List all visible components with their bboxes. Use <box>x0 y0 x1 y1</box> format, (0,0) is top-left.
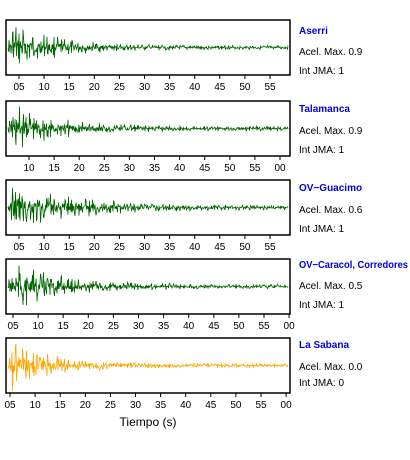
tick-label: 35 <box>164 82 176 93</box>
tick-label: 35 <box>164 242 176 253</box>
jma-intensity: Int JMA: 0 <box>299 378 344 389</box>
tick-label: 50 <box>224 163 236 174</box>
tick-label: 55 <box>264 82 276 93</box>
tick-label: 05 <box>13 242 25 253</box>
tick-label: 05 <box>7 321 19 332</box>
station-name: OV−Caracol, Corredores <box>299 260 408 271</box>
tick-label: 00 <box>284 321 296 332</box>
tick-label: 10 <box>39 242 51 253</box>
tick-label: 10 <box>23 163 35 174</box>
max-acceleration: Acel. Max. 0.5 <box>299 281 363 292</box>
tick-label: 50 <box>233 321 245 332</box>
tick-label: 20 <box>74 163 86 174</box>
plot-frame <box>5 19 291 76</box>
tick-label: 30 <box>139 82 151 93</box>
x-axis-label: Tiempo (s) <box>120 415 177 429</box>
waveform-trace <box>7 343 289 392</box>
tick-label: 00 <box>274 163 286 174</box>
x-ticks: 10 15 20 25 30 35 40 45 50 55 00 <box>23 156 286 174</box>
station-name: Talamanca <box>299 104 350 115</box>
tick-label: 25 <box>114 242 126 253</box>
tick-label: 30 <box>130 400 142 411</box>
x-ticks: 05 10 15 20 25 30 35 40 45 50 55 <box>13 235 276 253</box>
tick-label: 10 <box>39 82 51 93</box>
station-name: Aserri <box>299 26 328 37</box>
panel-aserri: 05 10 15 20 25 30 35 40 45 50 55 Aserri Acel. Max.… <box>5 19 363 93</box>
tick-label: 35 <box>158 321 170 332</box>
tick-label: 15 <box>64 82 76 93</box>
waveform-trace <box>7 27 289 64</box>
tick-label: 10 <box>30 400 42 411</box>
tick-label: 20 <box>80 400 92 411</box>
max-acceleration: Acel. Max. 0.0 <box>299 362 363 373</box>
tick-label: 05 <box>13 82 25 93</box>
tick-label: 45 <box>208 321 220 332</box>
station-name: La Sabana <box>299 340 349 351</box>
tick-label: 20 <box>83 321 95 332</box>
tick-label: 40 <box>189 242 201 253</box>
tick-label: 55 <box>258 321 270 332</box>
panel-ov-caracol-corredores: 05 10 15 20 25 30 35 40 45 50 55 00 OV−Caracol, Cor… <box>5 258 408 332</box>
panel-la-sabana: 05 10 15 20 25 30 35 40 45 50 55 00 La Sabana Acel.… <box>4 337 363 411</box>
waveform-trace <box>7 187 289 224</box>
tick-label: 50 <box>230 400 242 411</box>
tick-label: 30 <box>139 242 151 253</box>
tick-label: 45 <box>205 400 217 411</box>
tick-label: 35 <box>149 163 161 174</box>
tick-label: 45 <box>199 163 211 174</box>
plot-frame <box>5 179 291 236</box>
x-ticks: 05 10 15 20 25 30 35 40 45 50 55 00 <box>7 314 295 332</box>
max-acceleration: Acel. Max. 0.6 <box>299 205 363 216</box>
jma-intensity: Int JMA: 1 <box>299 300 344 311</box>
plot-frame <box>5 100 291 157</box>
tick-label: 45 <box>214 82 226 93</box>
tick-label: 40 <box>180 400 192 411</box>
tick-label: 25 <box>108 321 120 332</box>
jma-intensity: Int JMA: 1 <box>299 66 344 77</box>
tick-label: 40 <box>183 321 195 332</box>
panel-ov-guacimo: 05 10 15 20 25 30 35 40 45 50 55 OV−Guacimo Acel. … <box>5 179 363 253</box>
tick-label: 00 <box>281 400 293 411</box>
plot-frame <box>5 258 291 315</box>
tick-label: 55 <box>264 242 276 253</box>
tick-label: 15 <box>55 400 67 411</box>
tick-label: 30 <box>133 321 145 332</box>
panel-talamanca: 10 15 20 25 30 35 40 45 50 55 00 Talamanca Acel. M… <box>5 100 363 174</box>
tick-label: 50 <box>239 242 251 253</box>
tick-label: 05 <box>4 400 16 411</box>
tick-label: 25 <box>105 400 117 411</box>
tick-label: 20 <box>89 242 101 253</box>
tick-label: 15 <box>49 163 61 174</box>
plot-frame <box>5 337 291 394</box>
station-name: OV−Guacimo <box>299 183 362 194</box>
tick-label: 40 <box>189 82 201 93</box>
tick-label: 55 <box>249 163 261 174</box>
tick-label: 25 <box>114 82 126 93</box>
jma-intensity: Int JMA: 1 <box>299 145 344 156</box>
waveform-trace <box>7 265 289 306</box>
x-ticks: 05 10 15 20 25 30 35 40 45 50 55 00 <box>4 393 292 411</box>
tick-label: 15 <box>58 321 70 332</box>
max-acceleration: Acel. Max. 0.9 <box>299 126 363 137</box>
tick-label: 55 <box>255 400 267 411</box>
tick-label: 30 <box>124 163 136 174</box>
tick-label: 45 <box>214 242 226 253</box>
waveform-trace <box>7 106 289 148</box>
tick-label: 10 <box>33 321 45 332</box>
tick-label: 40 <box>174 163 186 174</box>
x-ticks: 05 10 15 20 25 30 35 40 45 50 55 <box>13 75 276 93</box>
jma-intensity: Int JMA: 1 <box>299 224 344 235</box>
tick-label: 50 <box>239 82 251 93</box>
tick-label: 20 <box>89 82 101 93</box>
tick-label: 25 <box>99 163 111 174</box>
max-acceleration: Acel. Max. 0.9 <box>299 47 363 58</box>
tick-label: 15 <box>64 242 76 253</box>
tick-label: 35 <box>155 400 167 411</box>
